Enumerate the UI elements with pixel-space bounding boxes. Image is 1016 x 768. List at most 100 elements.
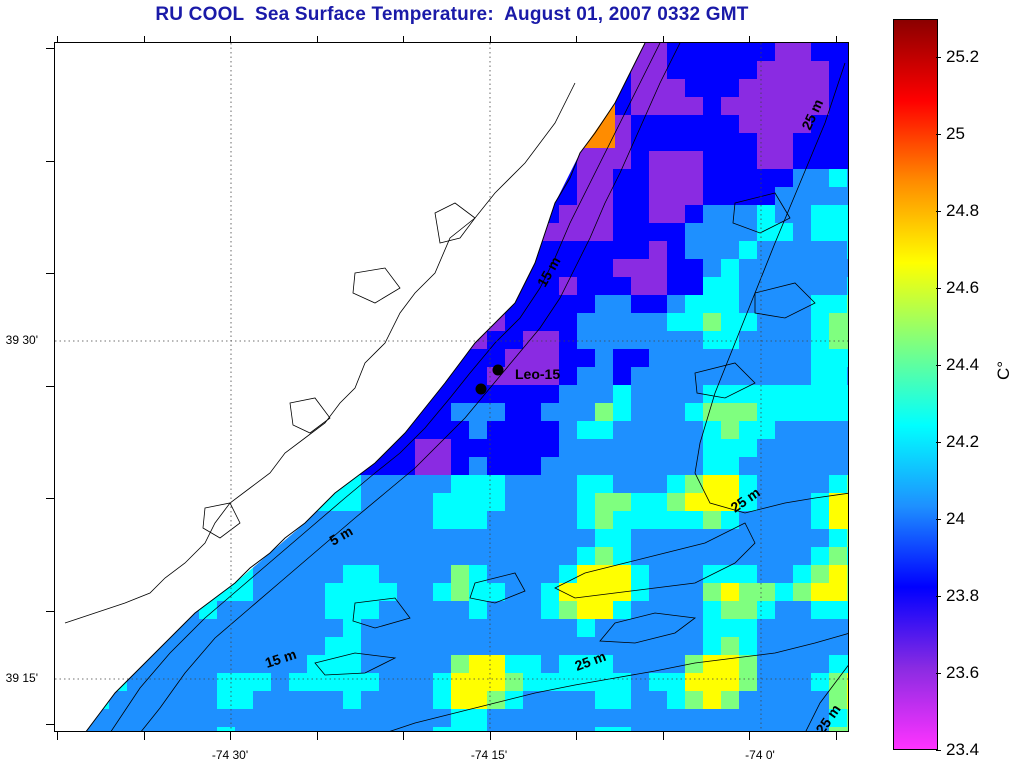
sst-pixel <box>595 583 613 601</box>
sst-pixel <box>793 61 811 79</box>
sst-pixel <box>811 169 829 187</box>
sst-pixel <box>325 727 343 731</box>
sst-pixel <box>469 421 487 439</box>
sst-pixel <box>739 61 757 79</box>
sst-pixel <box>649 97 667 115</box>
axis-tick <box>230 732 231 740</box>
sst-pixel <box>433 529 451 547</box>
depth-contour <box>110 43 661 731</box>
sst-pixel <box>631 583 649 601</box>
sst-pixel <box>829 223 847 241</box>
sst-pixel <box>721 313 739 331</box>
sst-pixel <box>829 295 847 313</box>
sst-pixel <box>775 367 793 385</box>
sst-pixel <box>469 637 487 655</box>
sst-pixel <box>649 655 667 673</box>
sst-pixel <box>613 313 631 331</box>
sst-pixel <box>811 709 829 727</box>
sst-pixel <box>739 133 757 151</box>
sst-pixel <box>505 421 523 439</box>
sst-pixel <box>775 655 793 673</box>
sst-pixel <box>109 727 127 731</box>
sst-pixel <box>829 601 847 619</box>
sst-pixel <box>757 439 775 457</box>
axis-tick <box>835 732 837 740</box>
sst-pixel <box>631 493 649 511</box>
sst-pixel <box>811 187 829 205</box>
sst-pixel <box>775 601 793 619</box>
sst-pixel <box>523 457 541 475</box>
sst-pixel <box>775 97 793 115</box>
sst-pixel <box>757 583 775 601</box>
sst-pixel <box>775 439 793 457</box>
sst-pixel <box>775 673 793 691</box>
sst-pixel <box>397 655 415 673</box>
sst-pixel <box>703 403 721 421</box>
sst-pixel <box>847 421 848 439</box>
sst-pixel <box>613 439 631 457</box>
sst-pixel <box>271 565 289 583</box>
sst-pixel <box>433 457 451 475</box>
sst-map[interactable]: 25 m 15 m 5 m 25 m 15 m 25 m 25 m Leo-15 <box>54 42 849 732</box>
depth-contour <box>694 62 848 514</box>
sst-pixel <box>361 619 379 637</box>
sst-pixel <box>721 79 739 97</box>
sst-pixel <box>649 133 667 151</box>
sst-pixel <box>433 565 451 583</box>
sst-pixel <box>415 493 433 511</box>
sst-pixel <box>739 169 757 187</box>
sst-pixel <box>631 79 649 97</box>
sst-pixel <box>703 529 721 547</box>
sst-pixel <box>847 403 848 421</box>
sst-pixel <box>253 709 271 727</box>
sst-pixel <box>613 655 631 673</box>
sst-pixel <box>415 565 433 583</box>
axis-tick <box>46 48 54 49</box>
sst-pixel <box>559 349 577 367</box>
sst-pixel <box>757 259 775 277</box>
sst-pixel <box>793 43 811 61</box>
sst-pixel <box>613 727 631 731</box>
sst-pixel <box>577 601 595 619</box>
sst-pixel <box>757 223 775 241</box>
sst-pixel <box>811 151 829 169</box>
sst-pixel <box>397 547 415 565</box>
sst-pixel <box>667 601 685 619</box>
sst-pixel <box>577 637 595 655</box>
sst-pixel <box>631 565 649 583</box>
sst-pixel <box>739 349 757 367</box>
sst-pixel <box>559 421 577 439</box>
sst-pixel <box>685 619 703 637</box>
sst-pixel <box>559 313 577 331</box>
sst-pixel <box>397 511 415 529</box>
sst-pixel <box>577 205 595 223</box>
sst-pixel <box>577 295 595 313</box>
sst-pixel <box>559 583 577 601</box>
depth-contour <box>754 282 816 319</box>
sst-pixel <box>793 223 811 241</box>
sst-pixel <box>649 439 667 457</box>
sst-pixel <box>829 115 847 133</box>
sst-pixel <box>811 565 829 583</box>
sst-pixel <box>433 655 451 673</box>
sst-pixel <box>541 673 559 691</box>
sst-pixel <box>649 385 667 403</box>
sst-pixel <box>541 385 559 403</box>
sst-pixel <box>451 637 469 655</box>
sst-pixel <box>415 457 433 475</box>
sst-pixel <box>379 547 397 565</box>
sst-pixel <box>631 475 649 493</box>
sst-pixel <box>793 619 811 637</box>
sst-pixel <box>649 493 667 511</box>
sst-pixel <box>775 565 793 583</box>
sst-pixel <box>523 511 541 529</box>
sst-pixel <box>595 259 613 277</box>
sst-pixel <box>613 151 631 169</box>
sst-pixel <box>415 619 433 637</box>
sst-pixel <box>757 385 775 403</box>
land-mask <box>55 43 645 731</box>
sst-pixel <box>415 511 433 529</box>
lon-label: -74 30' <box>211 748 249 762</box>
sst-pixel <box>595 565 613 583</box>
colorbar-tick <box>936 57 941 59</box>
